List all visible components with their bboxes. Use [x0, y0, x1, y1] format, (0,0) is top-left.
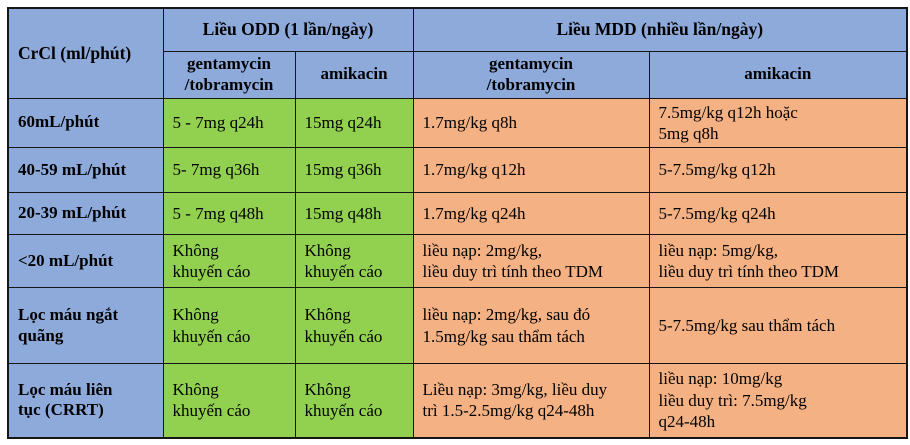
- row-header: Lọc máu liên tục (CRRT): [7, 363, 164, 438]
- dose-cell: Không khuyến cáo: [294, 363, 414, 438]
- table-row: <20 mL/phút Không khuyến cáo Không khuyế…: [7, 234, 908, 288]
- table-row: Lọc máu liên tục (CRRT) Không khuyến cáo…: [7, 363, 908, 438]
- dose-cell: Không khuyến cáo: [294, 234, 414, 288]
- dose-cell: Không khuyến cáo: [162, 234, 296, 288]
- dose-cell: 1.7mg/kg q8h: [412, 97, 650, 148]
- corner-header-crcl: CrCl (ml/phút): [7, 7, 164, 99]
- dose-cell: Không khuyến cáo: [162, 287, 296, 364]
- group-header-mdd: Liều MDD (nhiều lần/ngày): [412, 7, 908, 52]
- dose-cell: 5-7.5mg/kg sau thẩm tách: [648, 287, 908, 364]
- dose-cell: 5 - 7mg q24h: [162, 97, 296, 148]
- dose-cell: 5 - 7mg q48h: [162, 192, 296, 235]
- sub-header-odd-gentamycin: gentamycin /tobramycin: [162, 50, 296, 99]
- dose-cell: 5- 7mg q36h: [162, 147, 296, 193]
- dose-cell: 15mg q36h: [294, 147, 414, 193]
- group-header-odd: Liều ODD (1 lần/ngày): [162, 7, 414, 52]
- dose-cell: 15mg q48h: [294, 192, 414, 235]
- dose-cell: Liều nạp: 3mg/kg, liều duy trì 1.5-2.5mg…: [412, 363, 650, 438]
- dose-cell: Không khuyến cáo: [162, 363, 296, 438]
- dose-cell: liều nạp: 2mg/kg, liều duy trì tính theo…: [412, 234, 650, 288]
- sub-header-odd-amikacin: amikacin: [294, 50, 414, 99]
- dose-cell: 5-7.5mg/kg q24h: [648, 192, 908, 235]
- row-header: <20 mL/phút: [7, 234, 164, 288]
- dose-cell: 15mg q24h: [294, 97, 414, 148]
- aminoglycoside-dosing-table: CrCl (ml/phút) Liều ODD (1 lần/ngày) Liề…: [7, 7, 908, 439]
- table-row: Lọc máu ngắt quãng Không khuyến cáo Khôn…: [7, 287, 908, 364]
- dose-cell: liều nạp: 5mg/kg, liều duy trì tính theo…: [648, 234, 908, 288]
- row-header: 20-39 mL/phút: [7, 192, 164, 235]
- table-row: 60mL/phút 5 - 7mg q24h 15mg q24h 1.7mg/k…: [7, 97, 908, 148]
- dose-cell: 5-7.5mg/kg q12h: [648, 147, 908, 193]
- sub-header-row: gentamycin /tobramycin amikacin gentamyc…: [8, 50, 908, 99]
- group-header-row: CrCl (ml/phút) Liều ODD (1 lần/ngày) Liề…: [7, 7, 908, 99]
- row-header: 60mL/phút: [7, 97, 164, 148]
- row-header: 40-59 mL/phút: [7, 147, 164, 193]
- dose-cell: liều nạp: 10mg/kg liều duy trì: 7.5mg/kg…: [648, 363, 908, 438]
- dose-cell: 1.7mg/kg q12h: [412, 147, 650, 193]
- row-header: Lọc máu ngắt quãng: [7, 287, 164, 364]
- dose-cell: Không khuyến cáo: [294, 287, 414, 364]
- sub-header-mdd-amikacin: amikacin: [648, 50, 908, 99]
- dose-cell: 1.7mg/kg q24h: [412, 192, 650, 235]
- dose-cell: liều nạp: 2mg/kg, sau đó 1.5mg/kg sau th…: [412, 287, 650, 364]
- sub-header-mdd-gentamycin: gentamycin /tobramycin: [412, 50, 650, 99]
- dose-cell: 7.5mg/kg q12h hoặc 5mg q8h: [648, 97, 908, 148]
- table-row: 40-59 mL/phút 5- 7mg q36h 15mg q36h 1.7m…: [7, 147, 908, 193]
- table-row: 20-39 mL/phút 5 - 7mg q48h 15mg q48h 1.7…: [7, 192, 908, 235]
